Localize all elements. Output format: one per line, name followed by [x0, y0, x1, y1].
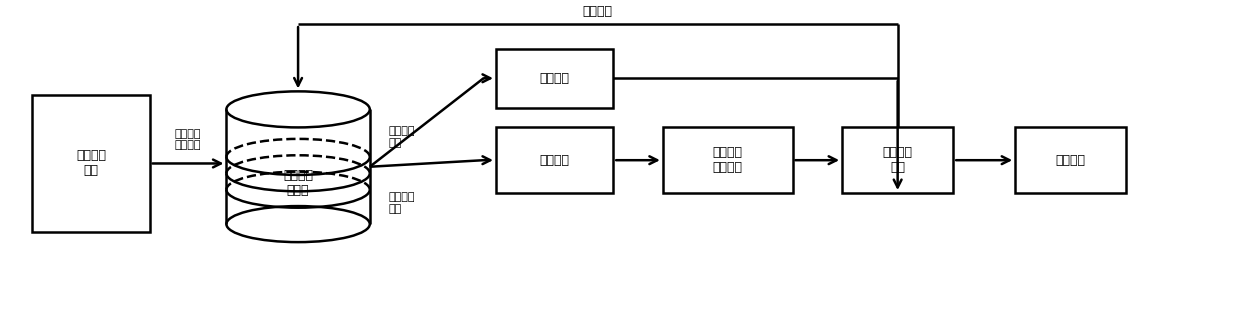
FancyBboxPatch shape — [496, 127, 613, 193]
Text: 图像采集
装置: 图像采集 装置 — [76, 149, 107, 178]
Text: 状态输出: 状态输出 — [1056, 154, 1085, 167]
FancyBboxPatch shape — [496, 49, 613, 108]
FancyBboxPatch shape — [663, 127, 793, 193]
Text: 参数获取: 参数获取 — [540, 72, 570, 85]
Text: 智能诊断
模型: 智能诊断 模型 — [882, 146, 913, 174]
Text: 算条图像
输出: 算条图像 输出 — [388, 126, 415, 148]
Text: 特征参数
输出: 特征参数 输出 — [388, 192, 415, 213]
Text: 参数存储: 参数存储 — [582, 5, 613, 18]
Ellipse shape — [227, 206, 369, 242]
Text: 图像预处
理和存储: 图像预处 理和存储 — [175, 129, 201, 150]
Ellipse shape — [227, 91, 369, 127]
Text: 数据与模
型存储: 数据与模 型存储 — [282, 169, 313, 197]
FancyBboxPatch shape — [843, 127, 953, 193]
FancyBboxPatch shape — [32, 95, 150, 232]
Text: 特征参数
计算模型: 特征参数 计算模型 — [712, 146, 742, 174]
FancyBboxPatch shape — [1015, 127, 1126, 193]
Text: 图像获取: 图像获取 — [540, 154, 570, 167]
